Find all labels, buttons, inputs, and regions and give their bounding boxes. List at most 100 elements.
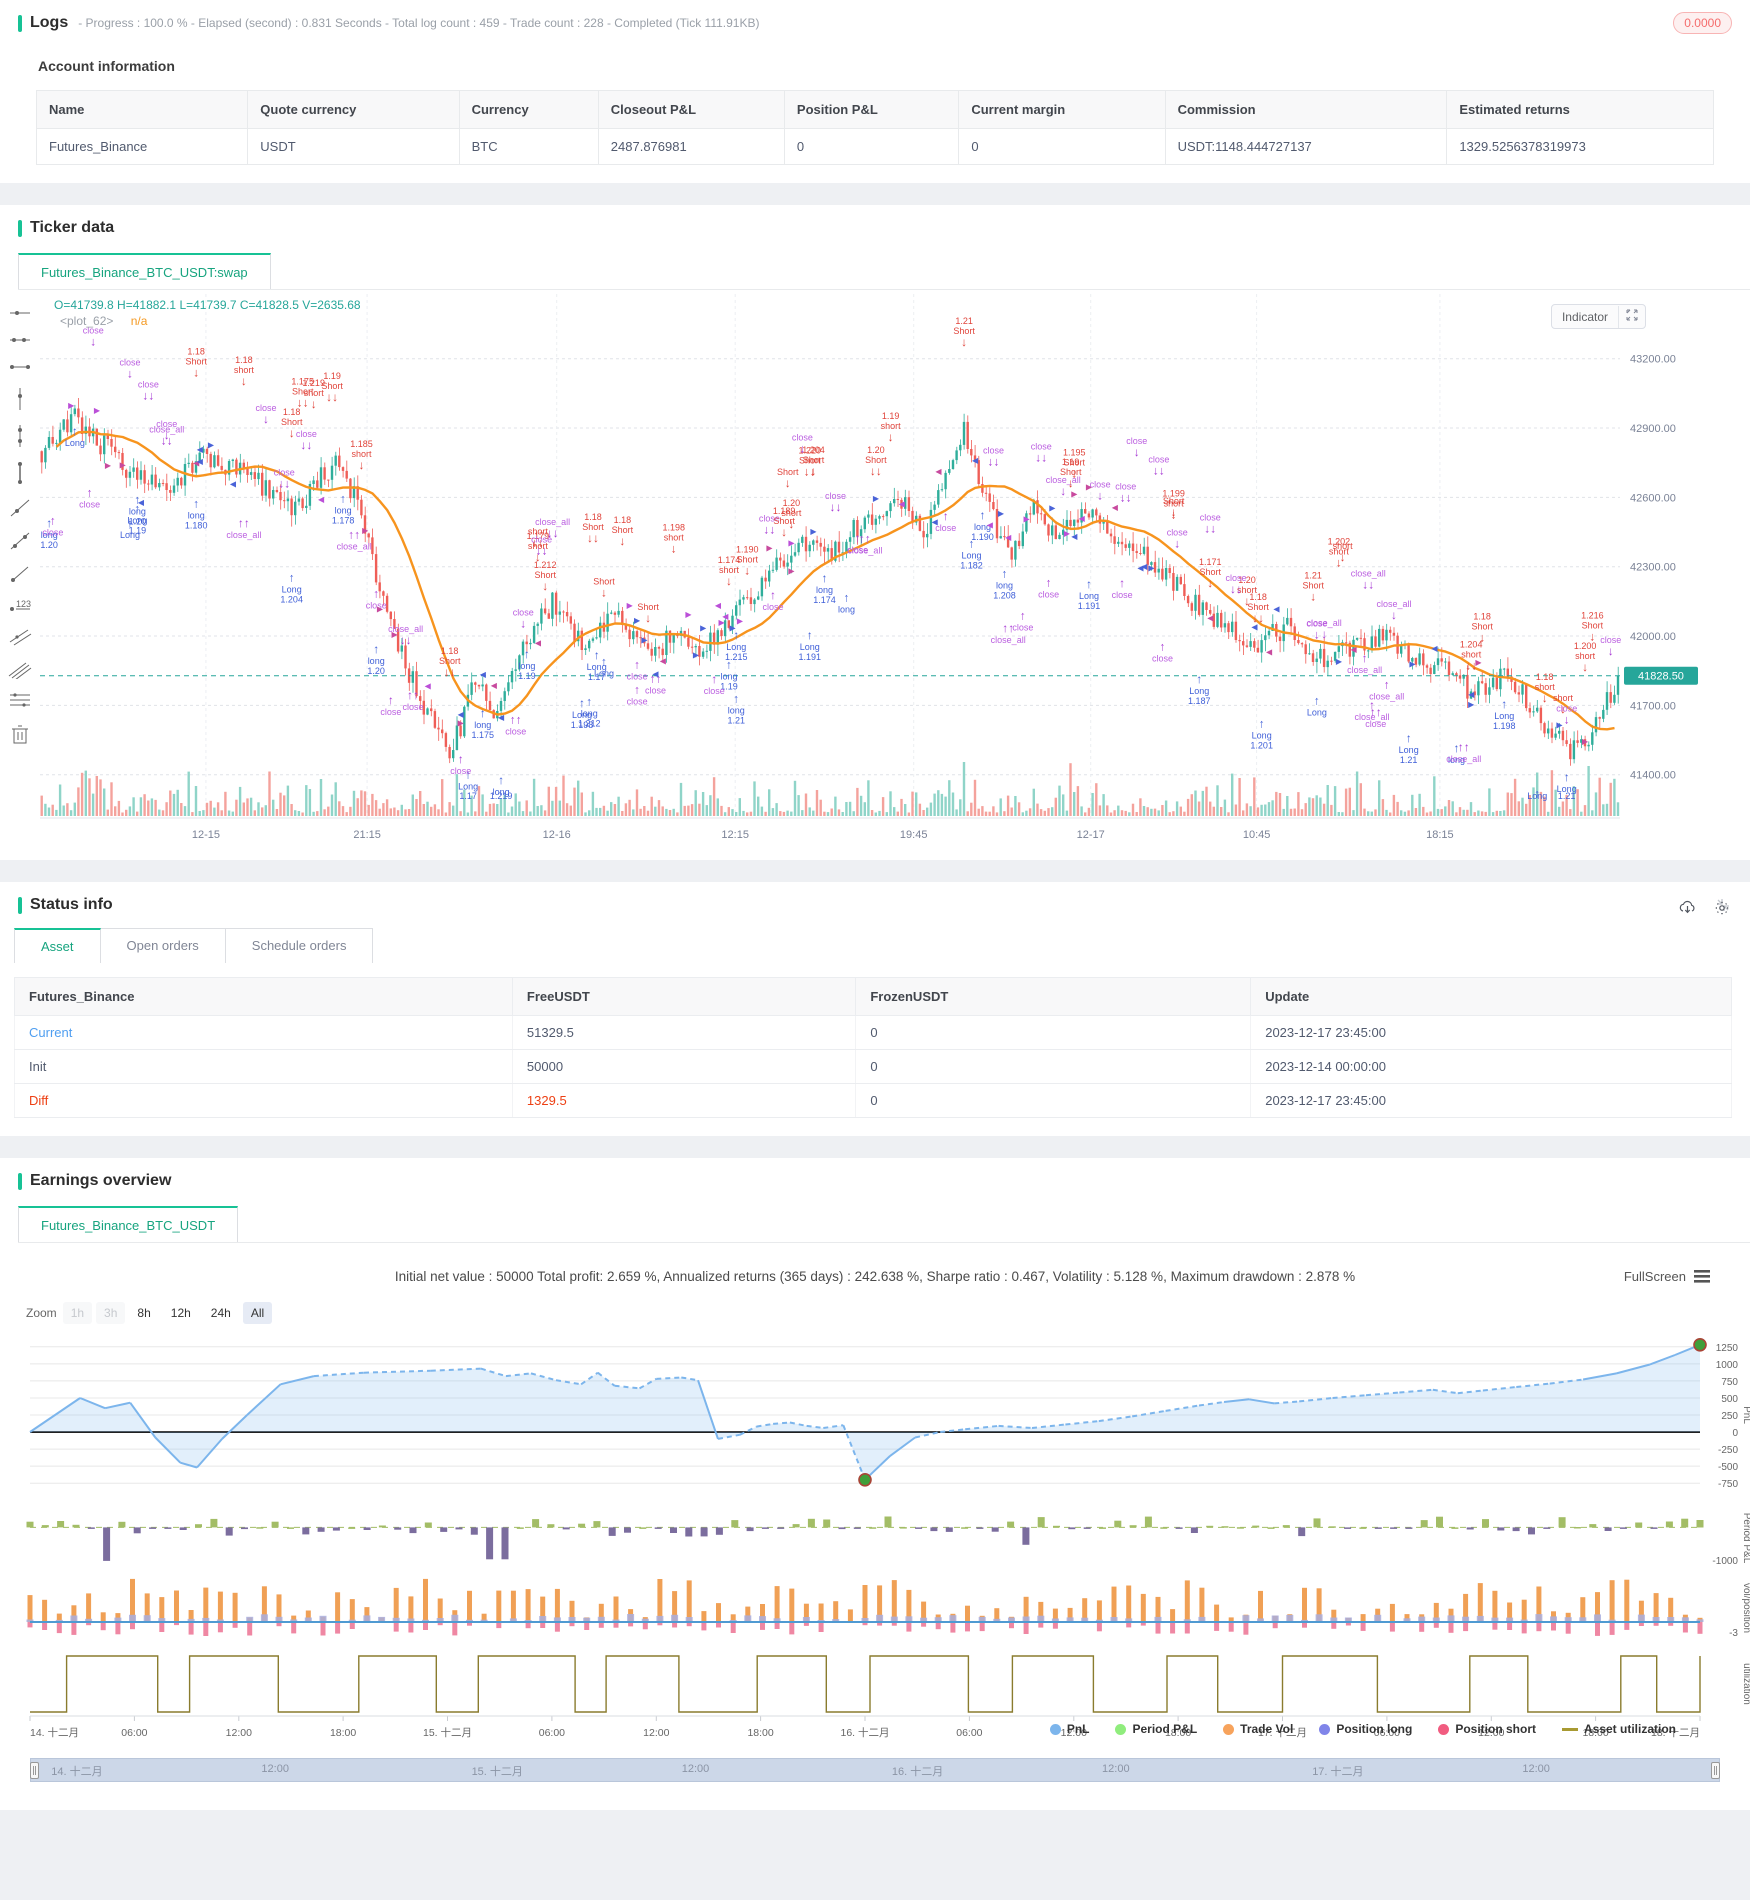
fib-retracement-icon[interactable] (8, 692, 32, 710)
svg-text:Long: Long (1527, 791, 1547, 801)
legend-item[interactable]: Asset utilization (1561, 1722, 1676, 1736)
svg-text:long: long (1448, 755, 1465, 765)
candlestick-svg[interactable]: 43200.00 42900.00 42600.00 42300.00 42000.00… (40, 294, 1710, 842)
svg-text:close: close (1600, 635, 1621, 645)
svg-text:↓: ↓ (520, 617, 526, 631)
navigator-right-handle[interactable] (1711, 1762, 1720, 1779)
horizontal-line-icon[interactable] (9, 333, 31, 347)
earnings-tab[interactable]: Futures_Binance_BTC_USDT (18, 1206, 239, 1243)
log-count-badge[interactable]: 0.0000 (1673, 12, 1732, 34)
svg-text:1.21: 1.21 (1558, 791, 1576, 801)
svg-text:06:00: 06:00 (1374, 1727, 1400, 1739)
svg-text:↑: ↑ (46, 516, 52, 530)
svg-text:long: long (728, 706, 745, 716)
tab-underline (18, 289, 1750, 290)
ticker-chart[interactable]: O=41739.8 H=41882.1 L=41739.7 C=41828.5 … (40, 294, 1750, 842)
svg-text:◀: ◀ (932, 517, 939, 526)
svg-text:close: close (156, 419, 177, 429)
earnings-chart[interactable]: 1250 1000 750 500 250 0 -250 -500 -750 PnL -1000 Pe… (0, 1332, 1750, 1744)
legend-item[interactable]: Period P&L (1115, 1722, 1197, 1736)
svg-text:↓↓: ↓↓ (1153, 464, 1165, 478)
zoom-button-8h[interactable]: 8h (137, 1306, 151, 1320)
svg-text:↑: ↑ (134, 502, 140, 516)
navigator-label: 12:00 (1102, 1763, 1130, 1775)
svg-text:◀: ◀ (1207, 613, 1214, 622)
svg-text:close: close (450, 766, 471, 776)
svg-text:↑: ↑ (601, 655, 607, 669)
svg-text:1.219: 1.219 (302, 378, 325, 388)
earnings-stats: Initial net value : 50000 Total profit: … (394, 1269, 1356, 1284)
vertical-ray-icon[interactable] (13, 387, 27, 411)
delete-icon[interactable] (10, 723, 30, 745)
zoom-button-12h[interactable]: 12h (170, 1306, 191, 1320)
expand-icon[interactable] (1619, 305, 1645, 328)
svg-text:Long: Long (800, 642, 820, 652)
table-row: Futures_Binance USDT BTC 2487.876981 0 0 USDT:… (35, 128, 1714, 165)
collapse-icon[interactable] (1716, 898, 1730, 917)
svg-text:↓: ↓ (1060, 484, 1066, 498)
svg-text:1.19: 1.19 (720, 682, 738, 692)
svg-text:1.190: 1.190 (736, 545, 759, 555)
hamburger-menu-icon[interactable] (1694, 1270, 1710, 1283)
svg-text:▶: ▶ (788, 538, 795, 547)
svg-text:◀: ◀ (1137, 563, 1144, 572)
svg-text:↓↓: ↓↓ (1120, 491, 1132, 505)
svg-text:1.202: 1.202 (1328, 536, 1351, 546)
indicator-button[interactable]: Indicator (1550, 304, 1646, 329)
legend-item[interactable]: Position short (1438, 1722, 1536, 1736)
fullscreen-control[interactable]: FullScreen (1624, 1269, 1710, 1284)
trend-segment-icon[interactable] (9, 564, 31, 584)
tab-schedule-orders[interactable]: Schedule orders (225, 928, 374, 963)
vertical-line-icon[interactable] (13, 424, 27, 448)
price-label-icon[interactable]: 123 (8, 597, 32, 613)
svg-text:◀: ◀ (1141, 562, 1148, 571)
svg-text:1.204: 1.204 (280, 595, 303, 605)
ticker-tab[interactable]: Futures_Binance_BTC_USDT:swap (18, 253, 271, 290)
earnings-svg[interactable]: 125010007505002500-250-500-750PnL-1000Pe… (0, 1332, 1750, 1744)
svg-text:Period P&L: Period P&L (1741, 1513, 1750, 1564)
svg-text:close_all: close_all (535, 517, 570, 527)
tab-asset[interactable]: Asset (14, 928, 101, 963)
svg-text:▶: ▶ (105, 461, 112, 470)
navigator-left-handle[interactable] (30, 1762, 39, 1779)
svg-text:close: close (274, 467, 295, 477)
account-cell: BTC (458, 128, 599, 165)
trend-ray-icon[interactable] (9, 498, 31, 518)
status-card: Status info Asset Open orders Schedule ord… (0, 882, 1750, 1136)
legend-item[interactable]: Trade Vol (1223, 1722, 1293, 1736)
vertical-segment-icon[interactable] (13, 461, 27, 485)
svg-text:↓: ↓ (311, 397, 317, 411)
zoom-button-24h[interactable]: 24h (210, 1306, 231, 1320)
cloud-download-icon[interactable] (1679, 900, 1696, 915)
horizontal-ray-icon[interactable] (9, 306, 31, 320)
fullscreen-label[interactable]: FullScreen (1623, 1269, 1686, 1284)
svg-text:↑: ↑ (807, 628, 813, 642)
trend-line-icon[interactable] (9, 531, 31, 551)
svg-text:↓↓: ↓↓ (1252, 611, 1264, 625)
tab-open-orders[interactable]: Open orders (100, 928, 226, 963)
range-navigator[interactable]: 14. 十二月 12:00 15. 十二月 12:00 16. 十二月 12:00 17. … (30, 1758, 1720, 1782)
svg-text:42000.00: 42000.00 (1630, 631, 1676, 643)
svg-text:↑: ↑ (340, 491, 346, 505)
status-row-label: Diff (14, 1083, 513, 1118)
zoom-button-3h[interactable]: 3h (96, 1302, 126, 1324)
svg-text:250: 250 (1721, 1411, 1738, 1422)
gear-icon[interactable] (1714, 900, 1730, 916)
status-row-label[interactable]: Current (14, 1015, 513, 1050)
zoom-button-1h[interactable]: 1h (62, 1302, 93, 1324)
svg-text:18:00: 18:00 (1165, 1727, 1191, 1739)
legend-item[interactable]: PnL (1049, 1722, 1089, 1736)
svg-text:↑: ↑ (1020, 609, 1026, 623)
legend-marker-icon (1438, 1723, 1450, 1735)
indicator-label[interactable]: Indicator (1552, 305, 1619, 328)
svg-text:long: long (816, 585, 833, 595)
legend-item[interactable]: Position long (1319, 1722, 1412, 1736)
horizontal-segment-icon[interactable] (9, 360, 31, 374)
svg-text:↓↓: ↓↓ (988, 455, 1000, 469)
svg-text:1.20: 1.20 (867, 445, 885, 455)
zoom-button-all[interactable]: All (242, 1302, 273, 1324)
svg-text:Long: Long (282, 585, 302, 595)
svg-text:◀: ◀ (1351, 645, 1358, 654)
fib-channel-icon[interactable] (8, 659, 32, 679)
parallel-lines-icon[interactable] (8, 626, 32, 646)
